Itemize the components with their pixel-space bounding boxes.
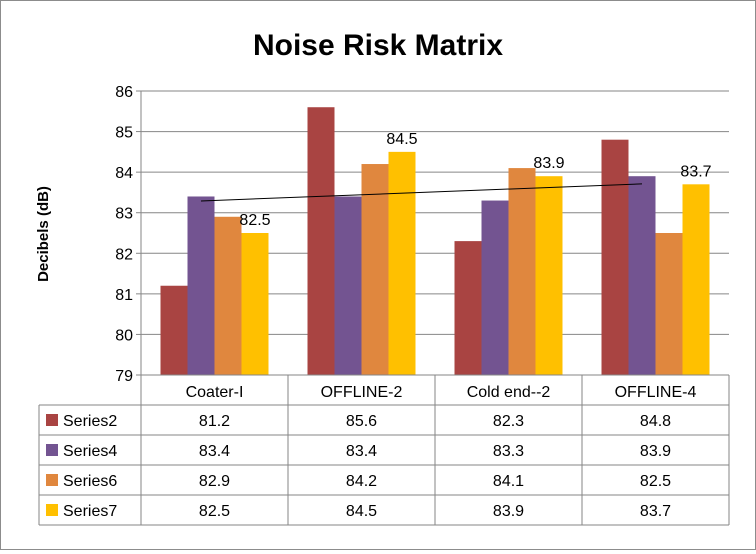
bar-series6	[214, 216, 242, 375]
table-cell-value: 83.9	[640, 443, 671, 460]
legend-series-name: Series6	[63, 473, 117, 490]
table-cell-value: 83.3	[493, 443, 524, 460]
bar-series6	[508, 168, 536, 375]
bar-series4	[187, 196, 215, 375]
x-category-label: OFFLINE-2	[321, 384, 403, 401]
bar-series7	[241, 233, 269, 375]
table-cell-value: 83.4	[199, 443, 230, 460]
bar-series2	[307, 107, 335, 375]
bar-series6	[655, 233, 683, 375]
y-tick-label: 83	[115, 206, 133, 223]
bar-series2	[454, 241, 482, 375]
table-cell-value: 82.3	[493, 413, 524, 430]
data-labels: 82.5 84.5 83.9 83.7	[239, 131, 711, 229]
y-tick-label: 79	[115, 368, 133, 385]
bar-series4	[334, 196, 362, 375]
x-category-label: OFFLINE-4	[615, 384, 697, 401]
y-tick-label: 85	[115, 125, 133, 142]
y-tick-label: 81	[115, 287, 133, 304]
table-cell-value: 83.9	[493, 503, 524, 520]
legend-swatch	[46, 504, 58, 516]
legend-swatch	[46, 414, 58, 426]
table-cell-value: 82.5	[640, 473, 671, 490]
data-label: 82.5	[239, 212, 270, 229]
data-label: 84.5	[386, 131, 417, 148]
x-category-label: Coater-I	[186, 384, 244, 401]
y-tick-label: 80	[115, 327, 133, 344]
legend-series-name: Series7	[63, 503, 117, 520]
y-tick-label: 86	[115, 84, 133, 101]
legend-swatch	[46, 474, 58, 486]
bar-series7	[388, 151, 416, 375]
bar-series7	[682, 184, 710, 375]
trendline-group	[200, 183, 643, 202]
bar-series6	[361, 164, 389, 375]
legend-series-name: Series4	[63, 443, 117, 460]
y-tick-label: 82	[115, 246, 133, 263]
chart-title: Noise Risk Matrix	[253, 29, 503, 62]
data-table: Coater-I OFFLINE-2 Cold end--2 OFFLINE-4 Ser…	[38, 374, 730, 526]
bar-series2	[601, 139, 629, 375]
x-category-label: Cold end--2	[467, 384, 551, 401]
legend-swatch	[46, 444, 58, 456]
data-label: 83.9	[533, 155, 564, 172]
bar-series2	[160, 285, 188, 375]
data-label: 83.7	[680, 163, 711, 180]
table-cell-value: 81.2	[199, 413, 230, 430]
table-cell-value: 83.4	[346, 443, 377, 460]
legend-series-name: Series2	[63, 413, 117, 430]
bars	[160, 107, 710, 375]
table-cell-value: 82.9	[199, 473, 230, 490]
bar-series7	[535, 176, 563, 375]
trendline	[200, 183, 643, 202]
y-axis-label: Decibels (dB)	[35, 186, 52, 282]
bar-series4	[481, 200, 509, 375]
table-cell-value: 84.8	[640, 413, 671, 430]
bar-series4	[628, 176, 656, 375]
y-tick-labels: 79 80 81 82 83 84 85 86	[115, 84, 133, 385]
table-cell-value: 85.6	[346, 413, 377, 430]
table-cell-value: 84.1	[493, 473, 524, 490]
table-cell-value: 84.5	[346, 503, 377, 520]
table-cell-value: 83.7	[640, 503, 671, 520]
table-cell-value: 82.5	[199, 503, 230, 520]
table-cell-value: 84.2	[346, 473, 377, 490]
y-tick-label: 84	[115, 165, 133, 182]
